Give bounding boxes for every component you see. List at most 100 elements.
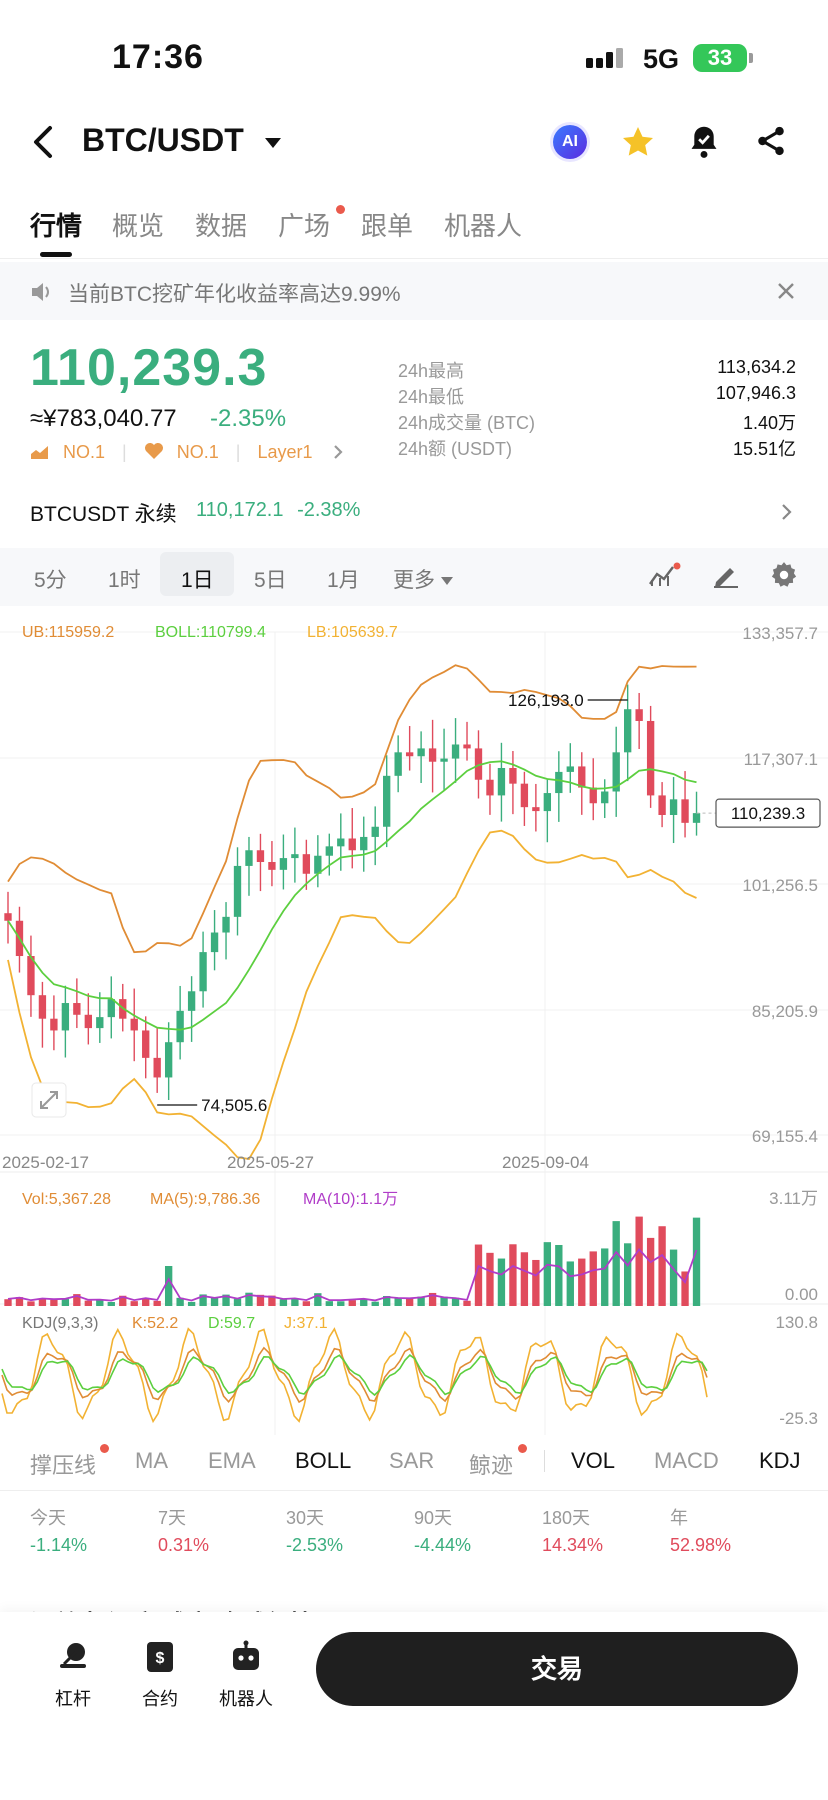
indicator-macd[interactable]: MACD	[654, 1448, 719, 1473]
pair-title[interactable]: BTC/USDT	[82, 122, 244, 158]
timeframe-1mo[interactable]: 1月	[327, 569, 360, 592]
volume-bar	[15, 1297, 24, 1306]
candle-body	[486, 779, 494, 796]
stat-value-high: 113,634.2	[717, 357, 796, 377]
price-axis-label: 117,307.1	[744, 750, 818, 769]
alert-bell-icon[interactable]	[687, 124, 721, 160]
volume-bar	[417, 1296, 425, 1306]
candle-body	[96, 1017, 104, 1029]
perf-label-7d: 7天	[158, 1508, 187, 1528]
perf-value-30d: -2.53%	[286, 1535, 344, 1555]
kdj-j-line	[1, 1327, 708, 1424]
volume-bar	[612, 1221, 620, 1306]
volume-bar	[164, 1266, 173, 1306]
indicator-boll[interactable]: BOLL	[295, 1448, 352, 1473]
badge-separator: |	[122, 442, 127, 462]
candle-body	[440, 758, 448, 762]
price-axis-label: 133,357.7	[742, 624, 818, 643]
timeframe-1d[interactable]: 1日	[181, 569, 214, 592]
timeframe-more[interactable]: 更多	[393, 564, 453, 594]
notification-dot	[336, 205, 345, 214]
boll-mid-label: BOLL:110799.4	[155, 624, 266, 641]
kline-chart[interactable]: 133,357.7 117,307.1 101,256.5 85,205.9 69,15…	[0, 608, 828, 1438]
candle-body	[291, 854, 299, 859]
current-price-tag	[715, 798, 821, 828]
volume-bar	[383, 1295, 391, 1306]
boll-mid-line	[7, 760, 697, 1031]
volume-bar	[635, 1216, 643, 1306]
volume-bar	[348, 1300, 356, 1306]
timeframe-1h[interactable]: 1时	[108, 569, 141, 592]
notice-text[interactable]: 当前BTC挖矿年化收益率高达9.99%	[68, 283, 401, 306]
stat-label-volume: 24h成交量 (BTC)	[398, 413, 536, 433]
ai-button[interactable]: AI	[553, 125, 587, 159]
volume-bar	[142, 1297, 150, 1306]
caret-down-icon[interactable]	[264, 137, 282, 149]
tab-copy-trading[interactable]: 跟单	[361, 211, 414, 241]
candle-body	[256, 850, 265, 863]
indicator-icon[interactable]	[648, 562, 682, 588]
indicator-ma[interactable]: MA	[135, 1448, 168, 1473]
indicator-support-resistance[interactable]: 撑压线	[30, 1453, 97, 1478]
svg-text:$: $	[156, 1650, 165, 1667]
perf-label-today: 今天	[30, 1508, 66, 1528]
volume-bar	[314, 1293, 322, 1306]
stat-value-turnover: 15.51亿	[732, 439, 796, 459]
kdj-k-label: K:52.2	[132, 1315, 178, 1332]
candle-body	[555, 771, 563, 794]
volume-bar	[451, 1297, 460, 1306]
tab-data[interactable]: 数据	[195, 211, 248, 241]
rank-badges[interactable]: NO.1 | NO.1 | Layer1	[30, 442, 344, 463]
indicator-whale[interactable]: 鲸迹	[469, 1453, 514, 1478]
tab-overview[interactable]: 概览	[112, 211, 165, 241]
back-arrow-icon[interactable]	[28, 124, 58, 160]
volume-bar	[646, 1237, 655, 1306]
divider	[0, 258, 828, 259]
volume-bar	[187, 1301, 196, 1306]
notification-dot	[100, 1444, 109, 1453]
date-axis-label: 2025-02-17	[2, 1153, 89, 1172]
chevron-right-icon[interactable]	[780, 503, 792, 521]
trade-button[interactable]: 交易	[316, 1632, 798, 1706]
perpetual-price[interactable]: 110,172.1 -2.38%	[196, 499, 360, 522]
star-icon[interactable]	[620, 124, 656, 160]
indicator-kdj[interactable]: KDJ	[759, 1448, 801, 1473]
tab-square[interactable]: 广场	[278, 211, 331, 241]
volume-bar	[624, 1243, 632, 1306]
stat-value-low: 107,946.3	[715, 383, 796, 403]
timeframe-5m[interactable]: 5分	[34, 569, 67, 592]
tab-bots[interactable]: 机器人	[444, 211, 523, 241]
leverage-button[interactable]: 杠杆	[50, 1640, 96, 1711]
candle-body	[50, 1018, 58, 1031]
volume-bar	[96, 1300, 104, 1306]
candle-body	[543, 793, 552, 812]
candle-body	[164, 1042, 173, 1078]
volume-bar	[440, 1296, 448, 1306]
futures-button[interactable]: $ 合约	[140, 1640, 180, 1711]
volume-bar	[291, 1298, 299, 1306]
tab-market[interactable]: 行情	[30, 211, 83, 241]
candle-body	[233, 865, 242, 917]
candle-body	[199, 952, 207, 992]
heart-icon	[144, 442, 169, 462]
badge-layer1: Layer1	[257, 442, 313, 462]
candle-body	[4, 913, 12, 921]
volume-bar	[371, 1301, 379, 1306]
volume-bar	[337, 1301, 345, 1306]
settings-gear-icon[interactable]	[770, 561, 798, 589]
candle-body	[509, 767, 517, 784]
close-icon[interactable]	[776, 281, 796, 301]
candle-body	[578, 766, 586, 788]
indicator-vol[interactable]: VOL	[571, 1448, 616, 1473]
indicator-ema[interactable]: EMA	[208, 1448, 256, 1473]
indicator-sar[interactable]: SAR	[389, 1448, 435, 1473]
timeframe-5d[interactable]: 5日	[254, 569, 287, 592]
volume-bar	[61, 1299, 70, 1306]
perf-value-7d: 0.31%	[158, 1535, 210, 1555]
draw-pen-icon[interactable]	[712, 562, 740, 588]
perpetual-name[interactable]: BTCUSDT 永续	[30, 503, 177, 526]
candle-body	[405, 752, 414, 757]
candle-body	[153, 1057, 161, 1078]
bots-button[interactable]: 机器人	[214, 1640, 278, 1711]
share-icon[interactable]	[754, 124, 788, 158]
